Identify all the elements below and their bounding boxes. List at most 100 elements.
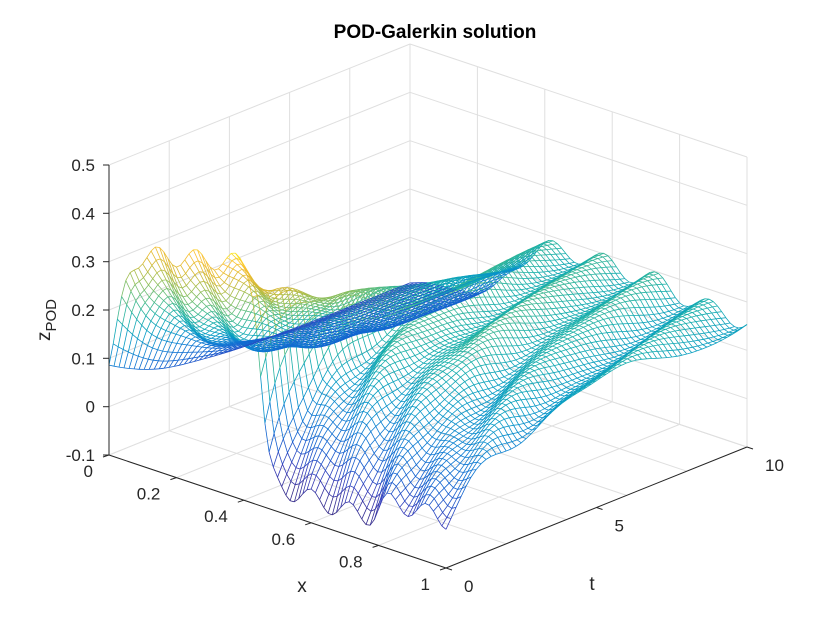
- mesh-segment-t: [547, 245, 552, 250]
- mesh-segment-t: [671, 323, 676, 327]
- mesh-segment-t: [493, 431, 499, 438]
- mesh-segment-t: [401, 467, 407, 476]
- mesh-segment-t: [414, 355, 420, 361]
- mesh-segment-t: [489, 372, 495, 381]
- mesh-segment-t: [524, 260, 530, 267]
- mesh-segment-t: [151, 260, 157, 266]
- mesh-segment-t: [515, 258, 521, 262]
- mesh-segment-t: [504, 296, 510, 303]
- mesh-segment-t: [559, 364, 564, 371]
- mesh-segment-t: [619, 308, 624, 317]
- mesh-segment-t: [592, 297, 597, 302]
- mesh-segment-t: [244, 286, 249, 293]
- mesh-segment-t: [734, 326, 739, 329]
- mesh-segment-t: [664, 305, 670, 312]
- mesh-segment-t: [409, 357, 415, 364]
- mesh-segment-t: [296, 450, 302, 455]
- mesh-segment-t: [626, 331, 632, 338]
- mesh-segment-t: [453, 436, 459, 440]
- mesh-segment-t: [434, 452, 440, 455]
- mesh-segment-t: [383, 376, 389, 385]
- mesh-segment-t: [532, 299, 538, 304]
- mesh-segment-t: [420, 502, 426, 507]
- mesh-segment-t: [637, 350, 643, 354]
- mesh-segment-t: [476, 406, 481, 411]
- mesh-segment-t: [525, 399, 531, 407]
- mesh-segment-t: [201, 298, 206, 302]
- mesh-segment-t: [555, 253, 561, 260]
- mesh-segment-t: [638, 346, 644, 349]
- mesh-segment-t: [196, 291, 201, 298]
- mesh-segment-t: [151, 325, 157, 335]
- mesh-segment-t: [518, 266, 524, 273]
- mesh-segment-t: [490, 325, 495, 328]
- mesh-segment-t: [440, 472, 446, 478]
- mesh-segment-t: [133, 356, 139, 370]
- mesh-segment-t: [517, 432, 523, 438]
- mesh-segment-t: [391, 482, 397, 487]
- mesh-segment-t: [466, 357, 472, 363]
- mesh-segment-t: [122, 304, 128, 325]
- mesh-segment-t: [210, 331, 215, 336]
- mesh-segment-t: [463, 435, 468, 439]
- mesh-segment-t: [359, 460, 365, 468]
- mesh-segment-t: [437, 430, 442, 434]
- mesh-segment-t: [209, 327, 215, 332]
- mesh-segment-t: [575, 310, 581, 314]
- mesh-segment-t: [469, 421, 475, 425]
- mesh-segment-t: [407, 405, 413, 409]
- mesh-segment-t: [433, 498, 439, 506]
- mesh-segment-t: [332, 361, 338, 371]
- mesh-segment-t: [601, 333, 607, 341]
- mesh-segment-t: [576, 340, 582, 346]
- mesh-segment-t: [451, 327, 457, 333]
- mesh-segment-t: [466, 324, 472, 329]
- mesh-segment-t: [517, 271, 523, 279]
- mesh-segment-t: [495, 322, 500, 326]
- mesh-segment-t: [282, 438, 288, 453]
- mesh-segment-t: [330, 397, 335, 402]
- mesh-segment-t: [343, 400, 349, 405]
- mesh-segment-t: [613, 316, 619, 325]
- mesh-segment-t: [593, 322, 598, 328]
- mesh-segment-t: [488, 304, 494, 312]
- mesh-segment-t: [505, 318, 510, 324]
- mesh-segment-t: [481, 348, 487, 357]
- mesh-segment-t: [456, 452, 462, 457]
- mesh-segment-t: [549, 405, 554, 407]
- mesh-segment-t: [599, 310, 605, 314]
- mesh-segment-t: [462, 313, 468, 320]
- mesh-segment-t: [482, 279, 488, 285]
- mesh-segment-t: [455, 331, 461, 336]
- mesh-segment-t: [533, 419, 539, 423]
- mesh-segment-t: [441, 432, 446, 435]
- mesh-segment-t: [522, 272, 528, 279]
- mesh-segment-t: [216, 292, 222, 295]
- mesh-segment-t: [290, 500, 295, 503]
- mesh-segment-t: [350, 298, 356, 307]
- mesh-segment-t: [503, 303, 509, 308]
- mesh-segment-t: [293, 417, 298, 432]
- mesh-segment-t: [209, 266, 215, 271]
- mesh-segment-t: [296, 291, 302, 303]
- mesh-segment-t: [439, 281, 444, 287]
- mesh-segment-t: [504, 369, 510, 375]
- mesh-segment-t: [494, 326, 500, 332]
- mesh-segment-t: [381, 409, 387, 418]
- mesh-segment-t: [393, 313, 399, 318]
- mesh-segment-t: [358, 319, 364, 338]
- mesh-segment-t: [631, 289, 637, 294]
- mesh-segment-t: [655, 291, 661, 300]
- mesh-segment-t: [307, 473, 313, 477]
- mesh-segment-t: [134, 280, 140, 285]
- mesh-segment-t: [578, 329, 583, 333]
- mesh-segment-t: [438, 369, 443, 372]
- mesh-segment-t: [649, 306, 655, 315]
- mesh-segment-t: [269, 293, 275, 297]
- mesh-segment-t: [439, 403, 445, 409]
- mesh-segment-t: [526, 349, 531, 354]
- mesh-segment-t: [248, 285, 253, 288]
- mesh-segment-t: [569, 330, 574, 333]
- mesh-segment-t: [129, 269, 135, 273]
- mesh-segment-t: [526, 391, 532, 399]
